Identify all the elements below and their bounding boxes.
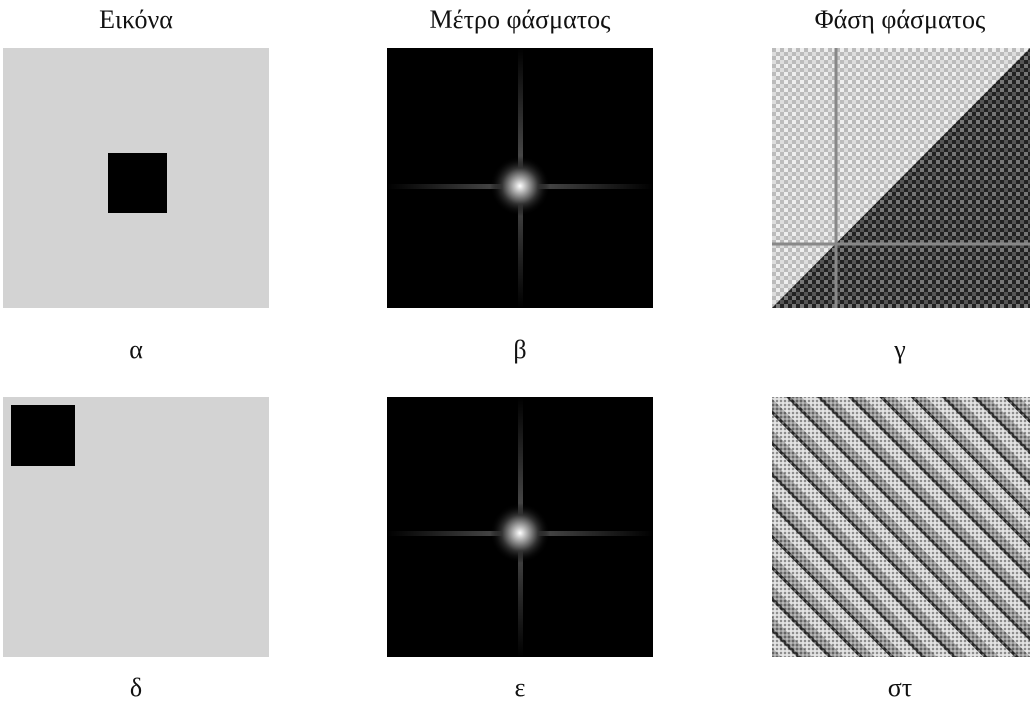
phase-spectrum [772,397,1030,657]
phase-spectrum [772,48,1030,308]
panel-label: στ [888,673,912,702]
magnitude-spectrum [387,397,653,657]
image [3,397,269,657]
column-title: Φάση φάσματος [815,5,986,34]
page: Εικόνα Μέτρο φάσματος Φάση φάσματος α β … [0,0,1031,702]
column-title: Μέτρο φάσματος [430,5,612,34]
panel-label: γ [893,335,906,364]
column-title: Εικόνα [99,5,173,34]
panel-label: δ [130,673,142,702]
figure: Εικόνα Μέτρο φάσματος Φάση φάσματος α β … [0,0,1031,702]
image [3,48,269,308]
panel-label: α [129,335,143,364]
panel-label: ε [515,673,526,702]
panel-label: β [513,335,526,364]
magnitude-spectrum [387,48,653,308]
